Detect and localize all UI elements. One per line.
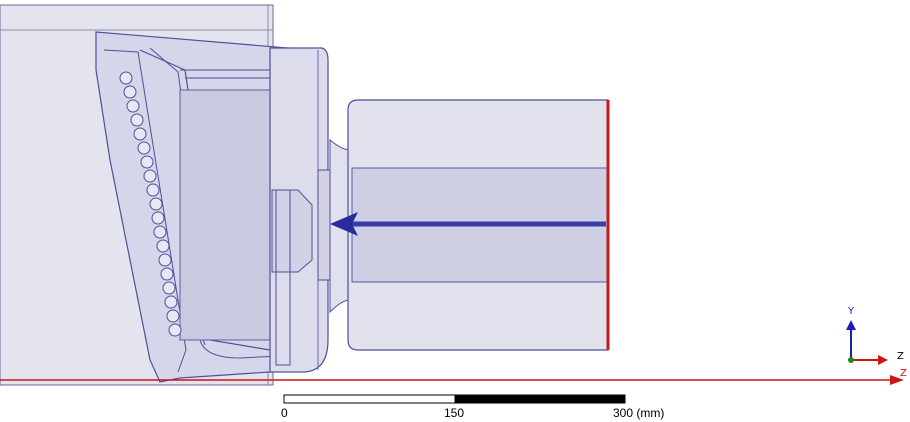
rib-holes	[119, 71, 182, 337]
scale-tick-0: 0	[281, 406, 288, 420]
triad-z-label: Z	[897, 351, 904, 362]
axis-triad-icon[interactable]	[846, 320, 888, 365]
force-arrow-icon[interactable]	[330, 212, 606, 236]
global-z-label: Z	[900, 368, 907, 379]
mounting-flange[interactable]	[269, 47, 329, 373]
scale-tick-300: 300 (mm)	[613, 406, 665, 420]
scale-bar	[283, 394, 626, 404]
triad-y-label: Y	[848, 306, 855, 317]
scale-tick-150: 150	[444, 406, 465, 420]
global-z-axis	[0, 375, 904, 385]
